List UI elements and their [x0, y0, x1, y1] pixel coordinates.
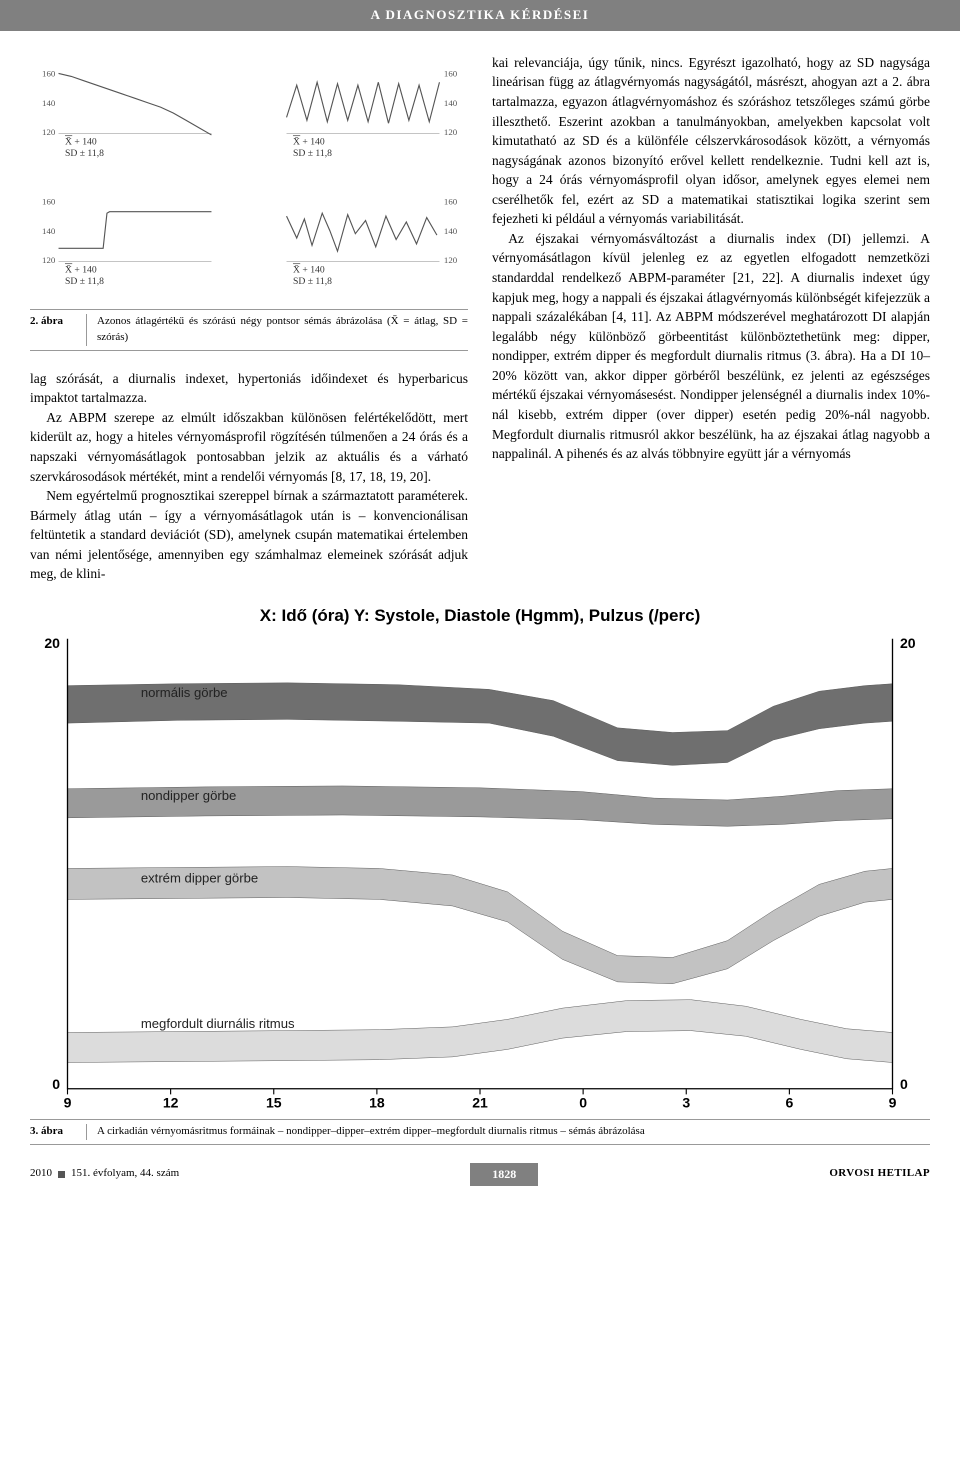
- left-column: 160140120X̄ + 140SD ± 11,8160140120X̄ + …: [30, 53, 468, 584]
- right-column: kai relevanciája, úgy tűnik, nincs. Egyr…: [492, 53, 930, 584]
- page-footer: 2010 151. évfolyam, 44. szám 1828 ORVOSI…: [30, 1163, 930, 1186]
- footer-volume: 151. évfolyam, 44. szám: [71, 1166, 179, 1182]
- svg-text:9: 9: [64, 1094, 72, 1110]
- two-column-layout: 160140120X̄ + 140SD ± 11,8160140120X̄ + …: [30, 53, 930, 584]
- svg-text:0: 0: [579, 1094, 587, 1110]
- svg-text:120: 120: [42, 127, 56, 137]
- body-paragraph: Az ABPM szerepe az elmúlt időszakban kül…: [30, 408, 468, 486]
- footer-square-icon: [58, 1171, 65, 1178]
- svg-text:12: 12: [163, 1094, 179, 1110]
- svg-text:120: 120: [444, 127, 458, 137]
- figure-3-title: X: Idő (óra) Y: Systole, Diastole (Hgmm)…: [30, 604, 930, 629]
- svg-text:9: 9: [889, 1094, 897, 1110]
- footer-year: 2010: [30, 1166, 52, 1182]
- svg-text:140: 140: [444, 226, 458, 236]
- figure-2: 160140120X̄ + 140SD ± 11,8160140120X̄ + …: [30, 53, 468, 351]
- svg-text:megfordult diurnális ritmus: megfordult diurnális ritmus: [141, 1015, 295, 1030]
- svg-text:20: 20: [44, 635, 60, 651]
- fig2-mini-chart: 160 140 120 X̄ + 140SD ± 11,8: [36, 185, 234, 295]
- svg-text:21: 21: [472, 1094, 488, 1110]
- svg-text:15: 15: [266, 1094, 282, 1110]
- figure-2-caption: 2. ábra Azonos átlagértékű és szórású né…: [30, 309, 468, 351]
- svg-text:20: 20: [900, 635, 916, 651]
- footer-page-number: 1828: [470, 1163, 538, 1186]
- figure-3-caption: 3. ábra A cirkadián vérnyomásritmus form…: [30, 1119, 930, 1145]
- svg-text:nondipper görbe: nondipper görbe: [141, 788, 237, 803]
- fig2-mini-chart: 160 140 120 X̄ + 140SD ± 11,8: [264, 57, 462, 167]
- svg-text:120: 120: [444, 255, 458, 265]
- svg-text:18: 18: [369, 1094, 385, 1110]
- svg-text:3: 3: [682, 1094, 690, 1110]
- figure-3-caption-text: A cirkadián vérnyomásritmus formáinak – …: [86, 1124, 645, 1140]
- svg-text:0: 0: [52, 1075, 60, 1091]
- svg-text:160: 160: [42, 69, 56, 79]
- svg-text:extrém dipper görbe: extrém dipper görbe: [141, 870, 258, 885]
- body-paragraph: Nem egyértelmű prognosztikai szereppel b…: [30, 486, 468, 584]
- svg-text:0: 0: [900, 1075, 908, 1091]
- figure-3: X: Idő (óra) Y: Systole, Diastole (Hgmm)…: [30, 604, 930, 1145]
- section-header: A DIAGNOSZTIKA KÉRDÉSEI: [0, 0, 960, 31]
- figure-2-number: 2. ábra: [30, 314, 76, 346]
- body-paragraph: lag szórását, a diurnalis indexet, hyper…: [30, 369, 468, 408]
- svg-text:X̄ + 140: X̄ + 140: [293, 264, 325, 276]
- svg-text:140: 140: [42, 226, 56, 236]
- footer-journal: ORVOSI HETILAP: [829, 1166, 930, 1182]
- fig2-mini-chart: 160 140 120 X̄ + 140SD ± 11,8: [264, 185, 462, 295]
- svg-text:X̄ + 140: X̄ + 140: [65, 264, 97, 276]
- svg-text:160: 160: [42, 197, 56, 207]
- svg-text:140: 140: [444, 98, 458, 108]
- svg-text:SD ± 11,8: SD ± 11,8: [293, 276, 332, 287]
- svg-text:SD ± 11,8: SD ± 11,8: [65, 148, 104, 159]
- svg-text:6: 6: [785, 1094, 793, 1110]
- svg-text:normális görbe: normális görbe: [141, 684, 228, 699]
- svg-text:X̄ + 140: X̄ + 140: [293, 136, 325, 148]
- svg-text:160: 160: [444, 197, 458, 207]
- fig2-mini-chart: 160 140 120 X̄ + 140SD ± 11,8: [36, 57, 234, 167]
- svg-text:SD ± 11,8: SD ± 11,8: [293, 148, 332, 159]
- figure-2-caption-text: Azonos átlagértékű és szórású négy ponts…: [86, 314, 468, 346]
- svg-text:120: 120: [42, 255, 56, 265]
- svg-text:140: 140: [42, 98, 56, 108]
- svg-text:X̄ + 140: X̄ + 140: [65, 136, 97, 148]
- svg-text:160: 160: [444, 69, 458, 79]
- svg-text:SD ± 11,8: SD ± 11,8: [65, 276, 104, 287]
- body-paragraph: kai relevanciája, úgy tűnik, nincs. Egyr…: [492, 53, 930, 229]
- body-paragraph: Az éjszakai vérnyomásváltozást a diurnal…: [492, 229, 930, 464]
- figure-3-number: 3. ábra: [30, 1124, 76, 1140]
- figure-3-chart: normális görbe nondipper görbe extrém dipp…: [30, 635, 930, 1113]
